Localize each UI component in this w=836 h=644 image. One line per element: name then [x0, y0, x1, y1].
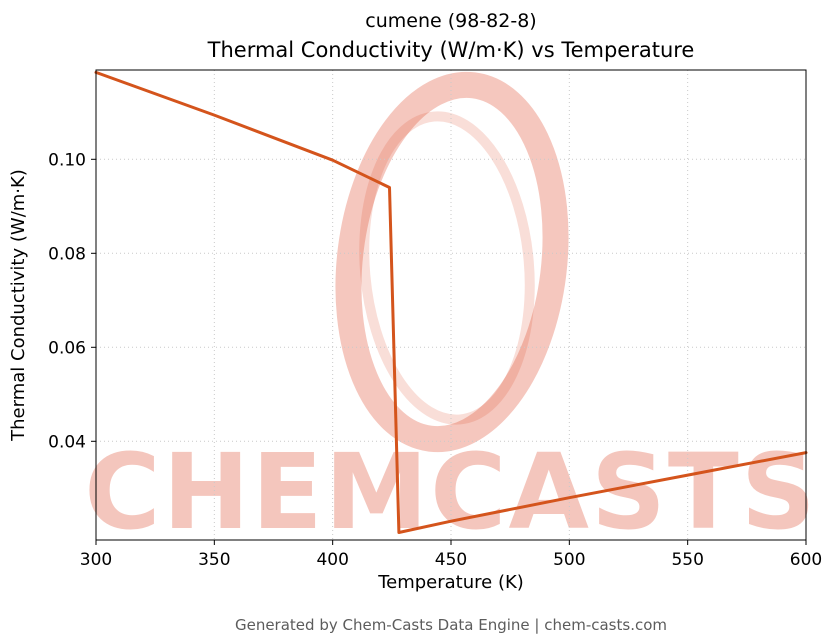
watermark-ring-inner: [359, 111, 535, 425]
y-tick-label: 0.10: [48, 150, 86, 170]
y-tick-label: 0.08: [48, 244, 86, 264]
chart-subtitle: Thermal Conductivity (W/m·K) vs Temperat…: [207, 38, 695, 62]
watermark-ring: [335, 71, 569, 453]
y-tick-label: 0.06: [48, 338, 86, 358]
x-tick-label: 500: [553, 550, 585, 570]
x-axis-label: Temperature (K): [377, 572, 524, 593]
title-block: cumene (98-82-8) Thermal Conductivity (W…: [96, 8, 806, 65]
footer-credit: Generated by Chem-Casts Data Engine | ch…: [234, 616, 668, 634]
series-line: [94, 70, 808, 534]
x-tick-label: 450: [435, 550, 467, 570]
x-tick-label: 600: [790, 550, 822, 570]
x-tick-label: 300: [80, 550, 112, 570]
y-axis-label: Thermal Conductivity (W/m·K): [8, 169, 29, 442]
watermark-text: CHEMCASTS: [84, 431, 817, 553]
chart-title: cumene (98-82-8): [365, 10, 537, 32]
y-tick-label: 0.04: [48, 432, 86, 452]
x-tick-label: 550: [671, 550, 703, 570]
x-tick-label: 400: [316, 550, 348, 570]
x-tick-label: 350: [198, 550, 230, 570]
